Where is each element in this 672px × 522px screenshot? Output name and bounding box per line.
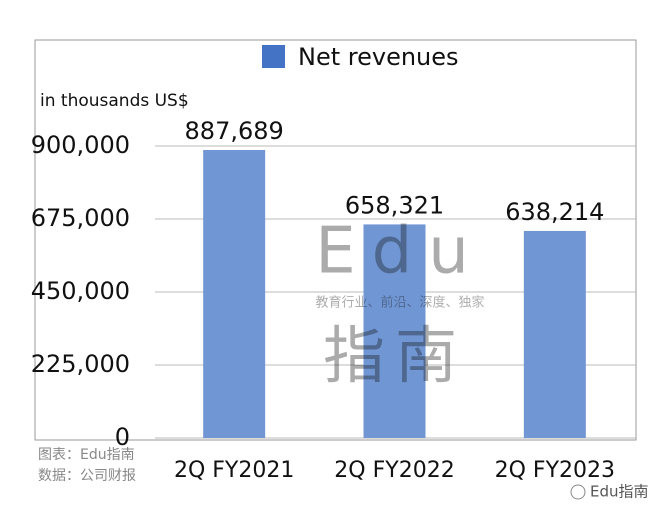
legend-label: Net revenues xyxy=(298,43,459,71)
y-tick-label: 675,000 xyxy=(31,204,130,232)
watermark-title: Edu xyxy=(315,215,485,289)
x-tick-label: 2Q FY2022 xyxy=(334,458,454,483)
x-tick-label: 2Q FY2021 xyxy=(174,458,294,483)
watermark-name: 指南 xyxy=(323,319,467,392)
brand: Edu指南 xyxy=(590,483,649,501)
source-chart: 图表：Edu指南 xyxy=(38,447,135,463)
value-label: 887,689 xyxy=(185,117,284,145)
source-data: 数据：公司财报 xyxy=(38,468,136,484)
y-tick-label: 0 xyxy=(115,423,130,451)
y-axis-label: in thousands US$ xyxy=(40,91,189,111)
bar xyxy=(363,224,426,438)
legend-swatch xyxy=(262,45,285,68)
bar xyxy=(203,149,266,438)
y-tick-label: 450,000 xyxy=(31,277,130,305)
y-tick-label: 900,000 xyxy=(31,131,130,159)
brand-icon xyxy=(570,484,586,500)
value-label: 638,214 xyxy=(505,198,604,226)
watermark-subtitle: 教育行业、前沿、深度、独家 xyxy=(315,295,484,311)
value-label: 658,321 xyxy=(345,191,444,219)
bar xyxy=(523,230,586,438)
watermark: Edu 教育行业、前沿、深度、独家 指南 xyxy=(315,215,485,393)
x-tick-label: 2Q FY2023 xyxy=(495,458,615,483)
y-tick-label: 225,000 xyxy=(31,350,130,378)
